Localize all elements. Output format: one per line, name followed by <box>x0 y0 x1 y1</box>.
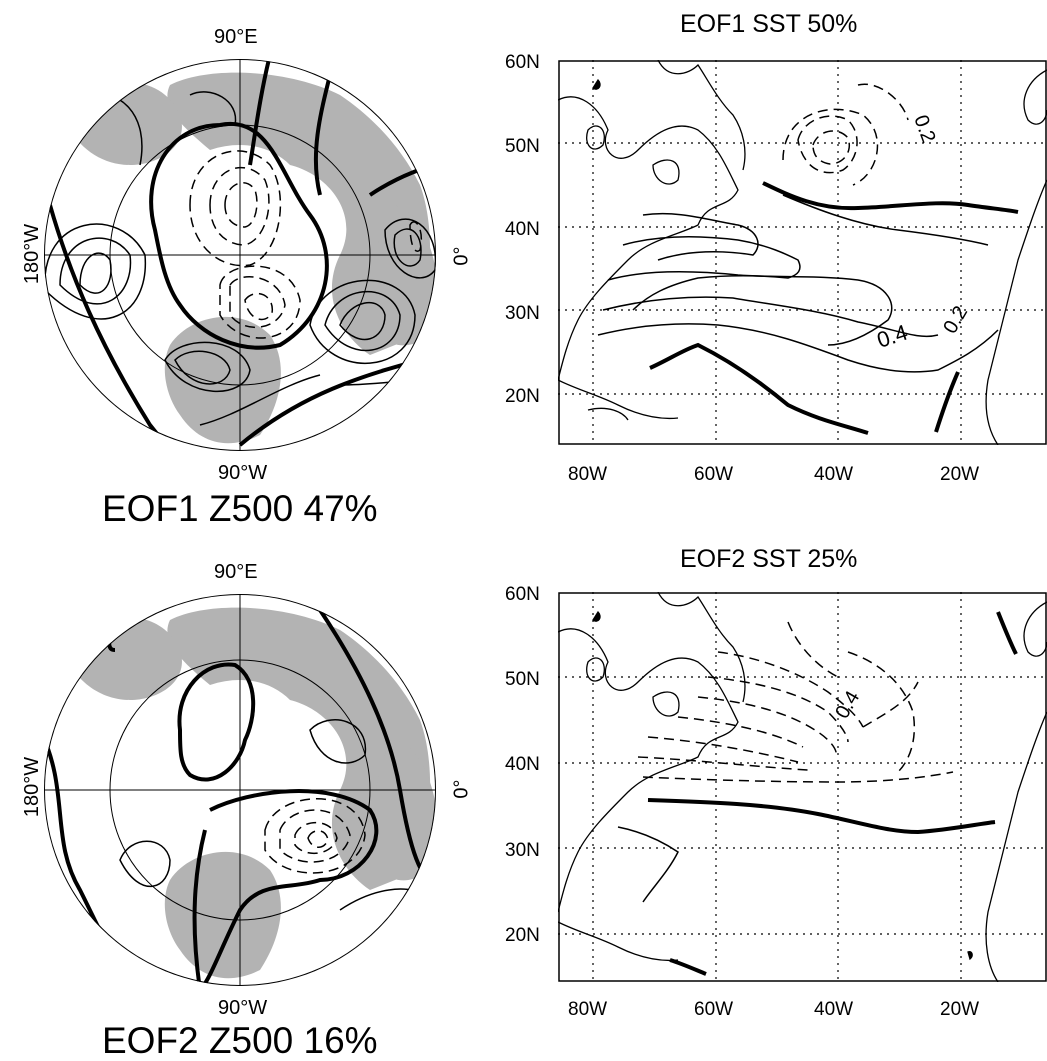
polar2-map <box>44 594 436 986</box>
sst2-gridlines <box>558 592 1047 982</box>
polar2-contours <box>44 594 436 986</box>
sst1-title: EOF1 SST 50% <box>680 10 858 38</box>
polar2-label-bottom: 90°W <box>218 997 268 1019</box>
sst1-xtick-0: 80W <box>568 464 608 485</box>
sst1-negative-contours <box>782 83 909 186</box>
polar2-label-top: 90°E <box>214 561 258 583</box>
sst1-ytick-4: 20N <box>505 386 540 407</box>
sst2-ytick-3: 30N <box>505 840 540 861</box>
sst1-ytick-2: 40N <box>505 219 540 240</box>
sst2-negative-contours <box>637 621 954 783</box>
sst1-map: 0.2 0.4 0.2 <box>558 60 1047 445</box>
sst2-xtick-2: 40W <box>814 999 854 1020</box>
sst1-ytick-1: 50N <box>505 136 540 157</box>
sst1-xtick-2: 40W <box>814 464 854 485</box>
polar2-label-right: 0° <box>450 779 473 799</box>
sst1-ytick-3: 30N <box>505 303 540 324</box>
sst2-title: EOF2 SST 25% <box>680 545 858 573</box>
sst2-ytick-1: 50N <box>505 669 540 690</box>
polar1-contours <box>44 59 436 451</box>
sst1-zero-contours <box>649 181 1019 435</box>
sst1-positive-contours <box>597 194 999 373</box>
polar1-label-top: 90°E <box>214 26 258 48</box>
sst2-zero-contours <box>647 611 1018 976</box>
sst2-positive-contours <box>617 826 679 903</box>
sst2-map: 0.4 <box>558 592 1047 982</box>
sst2-ytick-2: 40N <box>505 754 540 775</box>
sst1-gridlines <box>558 60 1047 445</box>
sst2-ytick-0: 60N <box>505 584 540 605</box>
sst1-ytick-0: 60N <box>505 52 540 73</box>
polar1-map <box>44 59 436 451</box>
sst2-xtick-3: 20W <box>940 999 980 1020</box>
polar1-label-right: 0° <box>450 246 473 266</box>
sst1-xtick-1: 60W <box>694 464 734 485</box>
polar1-label-bottom: 90°W <box>218 462 268 484</box>
sst1-coastline <box>558 60 1047 445</box>
polar1-caption: EOF1 Z500 47% <box>102 488 378 529</box>
sst2-coastline <box>558 592 1047 982</box>
sst2-ytick-4: 20N <box>505 925 540 946</box>
sst2-xtick-1: 60W <box>694 999 734 1020</box>
polar2-caption: EOF2 Z500 16% <box>102 1020 378 1061</box>
sst1-xtick-3: 20W <box>940 464 980 485</box>
sst2-xtick-0: 80W <box>568 999 608 1020</box>
